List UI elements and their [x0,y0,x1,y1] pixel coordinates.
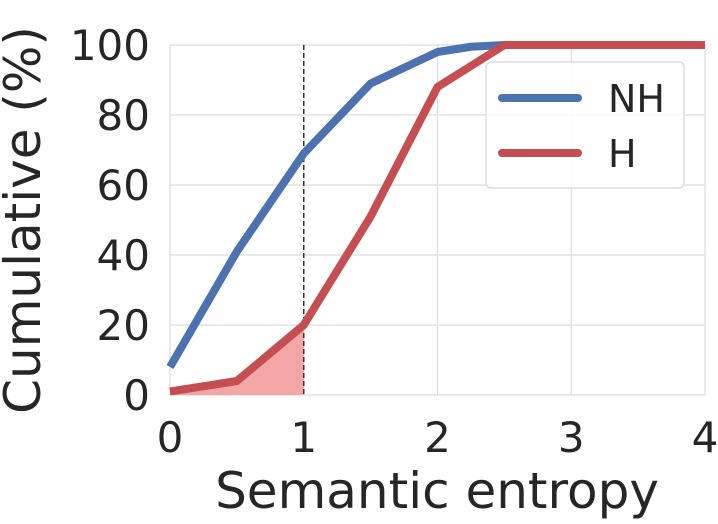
x-axis-label: Semantic entropy [215,462,659,520]
series-line-h [169,41,705,396]
y-tick-label: 100 [70,21,150,70]
x-tick-label: 0 [157,413,184,462]
legend-label-nh: NH [608,77,665,121]
y-tick-label: 20 [97,301,150,350]
legend-label-h: H [608,132,637,176]
y-tick-label: 60 [97,161,150,210]
x-tick-label: 4 [692,413,718,462]
x-tick-label: 2 [424,413,451,462]
x-tick-label: 3 [558,413,585,462]
x-tick-labels: 0 1 2 3 4 [157,413,718,462]
shaded-region-h [170,325,304,395]
y-tick-label: 0 [123,371,150,420]
x-tick-label: 1 [290,413,317,462]
y-tick-label: 80 [97,91,150,140]
legend: NH H [485,61,685,189]
y-axis-label: Cumulative (%) [0,26,52,414]
y-tick-label: 40 [97,231,150,280]
series-lines [166,41,705,396]
y-tick-labels: 0 20 40 60 80 100 [70,21,150,420]
